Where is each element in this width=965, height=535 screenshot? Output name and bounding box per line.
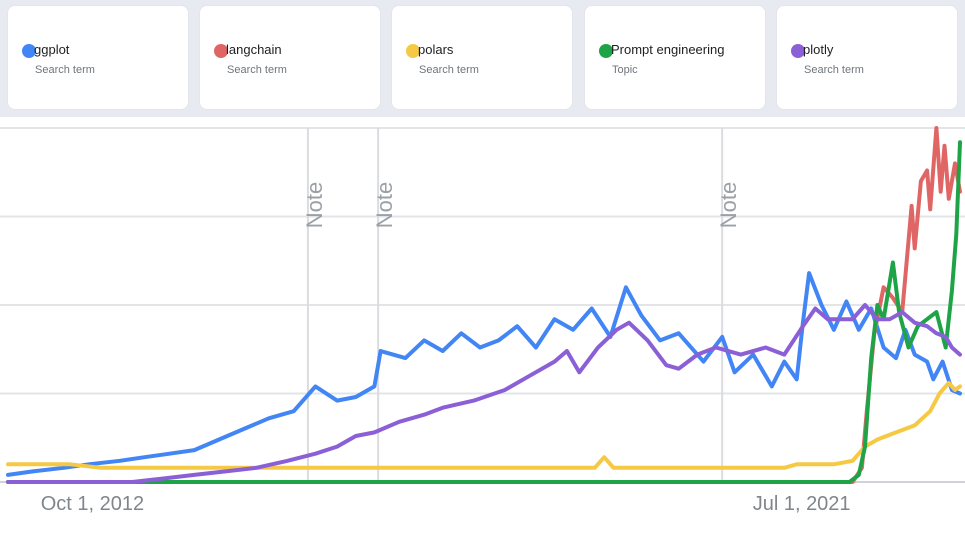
series-line-4	[6, 140, 962, 484]
term-card-5[interactable]: plotly Search term	[776, 5, 958, 110]
term-name: langchain	[226, 42, 282, 57]
term-name: polars	[418, 42, 454, 57]
term-card-2[interactable]: langchain Search term	[199, 5, 381, 110]
term-card-3[interactable]: polars Search term	[391, 5, 573, 110]
term-card-4[interactable]: Prompt engineering Topic	[584, 5, 766, 110]
series-line-1	[6, 271, 962, 477]
note-label: Note	[372, 182, 397, 228]
term-name: Prompt engineering	[611, 42, 725, 57]
series-line-5	[6, 303, 962, 484]
series-color-dot-icon	[599, 44, 613, 58]
term-type: Search term	[227, 64, 287, 76]
term-name: plotly	[803, 42, 834, 57]
series-line-3	[6, 380, 962, 470]
trend-chart: Note Note Note Oct 1, 2012 Jul 1, 2021	[0, 126, 965, 515]
series-color-dot-icon	[406, 44, 420, 58]
term-name: ggplot	[34, 42, 70, 57]
x-tick-label: Oct 1, 2012	[41, 493, 144, 515]
note-label: Note	[716, 182, 741, 228]
term-type: Search term	[35, 64, 95, 76]
term-type: Search term	[804, 64, 864, 76]
x-tick-label: Jul 1, 2021	[753, 493, 851, 515]
term-type: Topic	[612, 64, 638, 76]
series-color-dot-icon	[214, 44, 228, 58]
term-type: Search term	[419, 64, 479, 76]
term-card-1[interactable]: ggplot Search term	[7, 5, 189, 110]
series-color-dot-icon	[22, 44, 36, 58]
note-label: Note	[302, 182, 327, 228]
series-color-dot-icon	[791, 44, 805, 58]
